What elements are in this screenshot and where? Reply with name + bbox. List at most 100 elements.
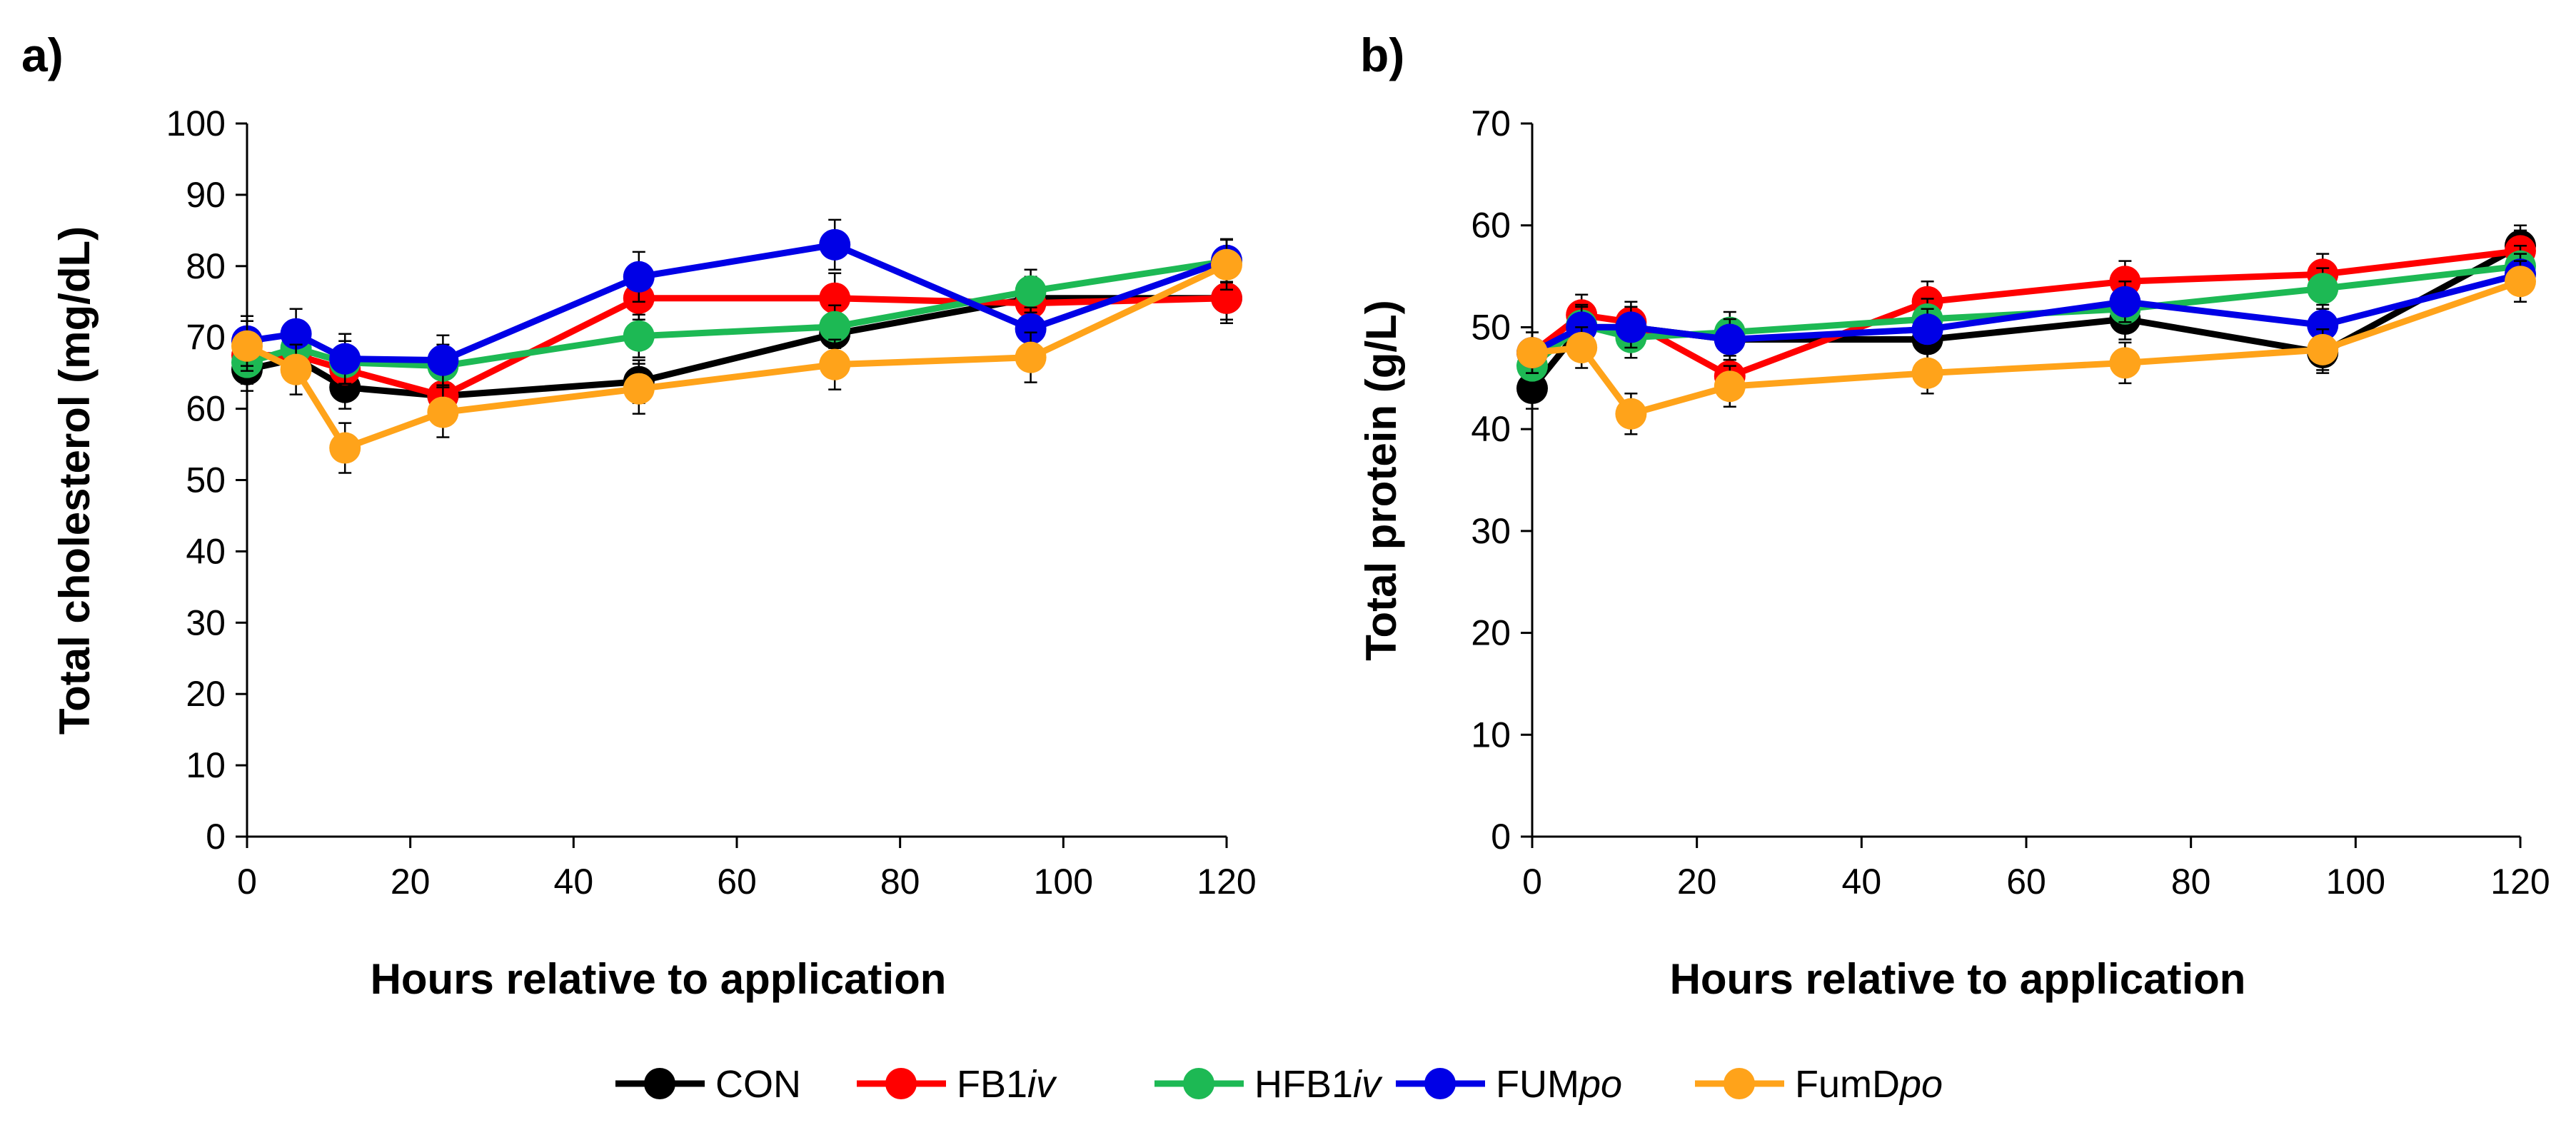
- legend-label: FB1iv: [957, 1063, 1057, 1106]
- panel-label: a): [21, 29, 64, 81]
- legend-label-suffix: iv: [1027, 1063, 1057, 1106]
- data-point: [623, 320, 655, 352]
- x-tick-label: 20: [1677, 862, 1717, 902]
- y-tick-label: 70: [186, 318, 226, 358]
- y-tick-label: 40: [186, 531, 226, 571]
- legend-item-FB1iv: FB1iv: [857, 1063, 1057, 1106]
- data-point: [819, 228, 851, 261]
- x-tick-label: 20: [391, 862, 431, 902]
- data-point: [623, 261, 655, 293]
- legend-swatch-marker: [1183, 1068, 1214, 1099]
- legend-label: HFB1iv: [1254, 1063, 1383, 1106]
- legend-label: FumDpo: [1795, 1063, 1943, 1106]
- legend-label: CON: [715, 1063, 801, 1106]
- data-point: [329, 432, 361, 464]
- axes: 0 10 20 30 40 50 60 70 80 90 100 0 20 40 60 80 100 120: [166, 104, 1257, 902]
- data-point: [2307, 273, 2339, 305]
- x-tick-label: 60: [717, 862, 757, 902]
- data-point: [1911, 357, 1943, 389]
- data-point: [2307, 333, 2339, 365]
- legend-label-base: CON: [715, 1063, 801, 1106]
- data-point: [1015, 341, 1047, 373]
- series-FumDpo: [231, 238, 1242, 474]
- y-tick-label: 50: [186, 460, 226, 500]
- chart-panel-b: b) Total protein (g/L) Hours relative to…: [1357, 29, 2550, 1003]
- data-point: [280, 318, 312, 350]
- data-point: [1566, 331, 1598, 363]
- y-tick-label: 10: [1471, 715, 1511, 755]
- y-tick-label: 100: [166, 104, 226, 143]
- series-layer: [231, 218, 1242, 474]
- legend-item-FUMpo: FUMpo: [1396, 1063, 1622, 1106]
- y-tick-label: 30: [1471, 511, 1511, 551]
- x-tick-label: 60: [2006, 862, 2046, 902]
- x-axis-title: Hours relative to application: [1670, 955, 2246, 1003]
- y-tick-label: 70: [1471, 104, 1511, 143]
- data-point: [231, 330, 263, 362]
- series-layer: [1516, 224, 2536, 435]
- x-tick-label: 100: [1034, 862, 1093, 902]
- legend-swatch-marker: [885, 1068, 917, 1099]
- data-point: [1714, 370, 1746, 403]
- legend-swatch-marker: [644, 1068, 675, 1099]
- legend-swatch-marker: [1424, 1068, 1456, 1099]
- y-tick-label: 10: [186, 745, 226, 785]
- data-point: [427, 396, 459, 428]
- data-point: [819, 311, 851, 343]
- x-tick-label: 100: [2326, 862, 2385, 902]
- y-tick-label: 50: [1471, 307, 1511, 347]
- x-axis-title: Hours relative to application: [371, 955, 947, 1003]
- data-point: [1615, 311, 1647, 343]
- data-point: [1516, 373, 1548, 405]
- x-tick-label: 0: [1522, 862, 1542, 902]
- y-tick-label: 90: [186, 175, 226, 215]
- x-tick-label: 80: [2171, 862, 2211, 902]
- y-tick-label: 80: [186, 246, 226, 286]
- data-point: [623, 373, 655, 405]
- legend-label-suffix: iv: [1353, 1063, 1383, 1106]
- data-point: [427, 344, 459, 376]
- legend-item-CON: CON: [615, 1063, 801, 1106]
- y-axis-title: Total cholesterol (mg/dL): [51, 226, 99, 735]
- data-point: [1911, 313, 1943, 345]
- legend-swatch-marker: [1724, 1068, 1755, 1099]
- y-tick-label: 60: [186, 389, 226, 429]
- legend-item-HFB1iv: HFB1iv: [1154, 1063, 1383, 1106]
- legend-label: FUMpo: [1496, 1063, 1622, 1106]
- y-tick-label: 30: [186, 602, 226, 642]
- y-tick-label: 20: [1471, 613, 1511, 653]
- panel-label: b): [1360, 29, 1404, 81]
- series-FUMpo: [1516, 253, 2536, 374]
- x-tick-label: 40: [554, 862, 594, 902]
- data-point: [2109, 347, 2141, 379]
- y-tick-label: 0: [206, 817, 226, 857]
- legend-label-base: FB1: [957, 1063, 1027, 1106]
- data-point: [819, 348, 851, 380]
- data-point: [1211, 282, 1242, 314]
- x-tick-label: 120: [2490, 862, 2550, 902]
- y-tick-label: 40: [1471, 409, 1511, 449]
- series-FumDpo: [1516, 260, 2536, 435]
- y-axis-title: Total protein (g/L): [1357, 300, 1405, 660]
- legend-item-FumDpo: FumDpo: [1695, 1063, 1943, 1106]
- data-point: [2109, 286, 2141, 318]
- x-tick-label: 40: [1842, 862, 1882, 902]
- axes: 0 10 20 30 40 50 60 70 0 20 40 60 80 100 120: [1471, 104, 2550, 902]
- x-tick-label: 120: [1197, 862, 1256, 902]
- x-tick-label: 80: [880, 862, 920, 902]
- y-tick-label: 20: [186, 674, 226, 714]
- y-tick-label: 60: [1471, 206, 1511, 246]
- data-point: [819, 282, 851, 314]
- data-point: [2307, 309, 2339, 341]
- data-point: [329, 343, 361, 375]
- legend-label-base: FumD: [1795, 1063, 1900, 1106]
- data-point: [1015, 275, 1047, 307]
- legend-label-base: FUM: [1496, 1063, 1579, 1106]
- chart-panel-a: a) Total cholesterol (mg/dL) Hours relat…: [21, 29, 1257, 1003]
- y-tick-label: 0: [1491, 817, 1511, 857]
- data-point: [1211, 248, 1242, 281]
- data-point: [1015, 313, 1047, 345]
- data-point: [2505, 266, 2536, 298]
- legend: CON FB1iv HFB1iv FUMpo FumDpo: [615, 1063, 1943, 1106]
